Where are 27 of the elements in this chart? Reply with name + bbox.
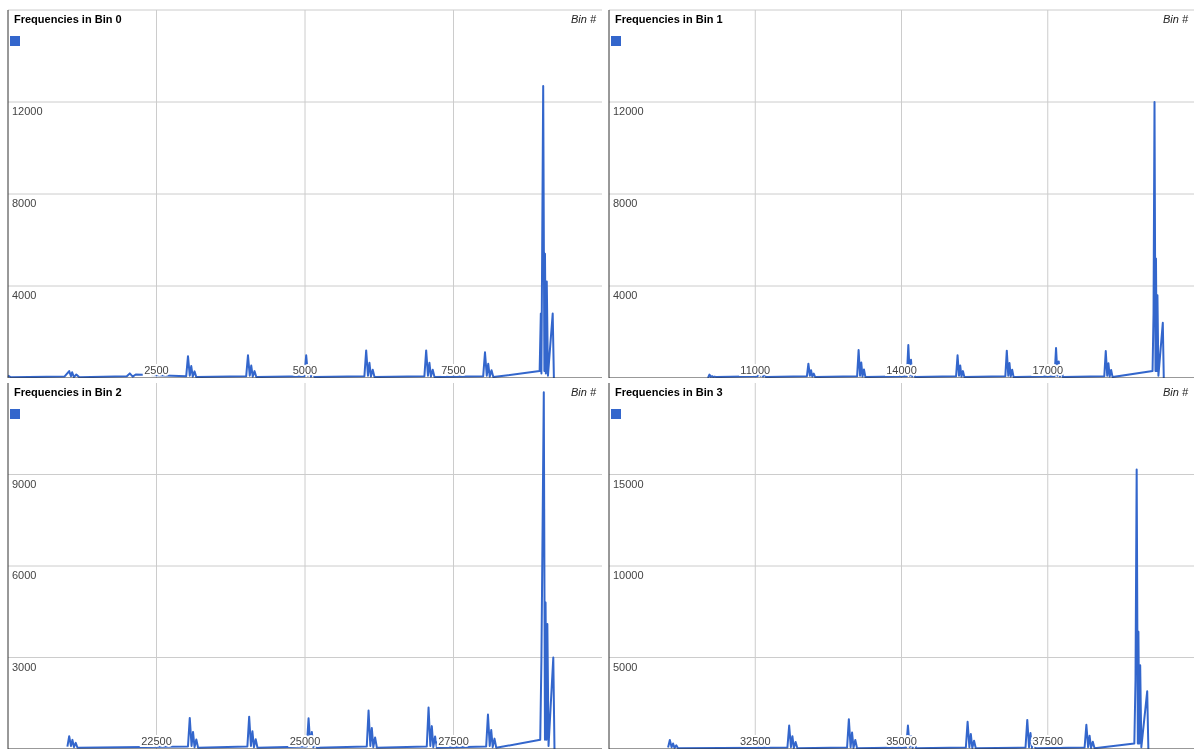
x-tick-label: 11000 [740,364,771,376]
y-tick-label: 12000 [12,105,43,117]
y-tick-label: 10000 [613,569,644,581]
y-tick-label: 4000 [12,289,37,301]
x-axis-title: Bin # [570,386,597,398]
x-axis-title: Bin # [1162,386,1189,398]
x-tick-label: 32500 [739,735,771,747]
y-tick-label: 6000 [12,569,37,581]
x-tick-label: 37500 [1032,735,1064,747]
y-tick-label: 3000 [12,660,37,673]
chart-title: Frequencies in Bin 3 [615,386,723,398]
y-tick-label: 12000 [613,105,644,117]
y-tick-label: 4000 [613,289,638,301]
chart-title: Frequencies in Bin 2 [14,386,122,398]
y-tick-label: 15000 [613,477,644,490]
chart-title: Frequencies in Bin 0 [14,13,122,25]
x-axis-title: Bin # [1162,13,1189,25]
x-axis-title: Bin # [570,13,597,25]
y-tick-label: 8000 [613,197,638,209]
x-tick-label: 7500 [441,364,466,376]
chart-title: Frequencies in Bin 1 [615,13,723,25]
y-tick-label: 5000 [613,660,638,673]
y-tick-label: 8000 [12,197,37,209]
x-tick-label: 27500 [438,735,469,747]
x-tick-label: 2500 [144,364,169,376]
y-tick-label: 9000 [12,477,37,490]
x-tick-label: 22500 [141,735,172,747]
